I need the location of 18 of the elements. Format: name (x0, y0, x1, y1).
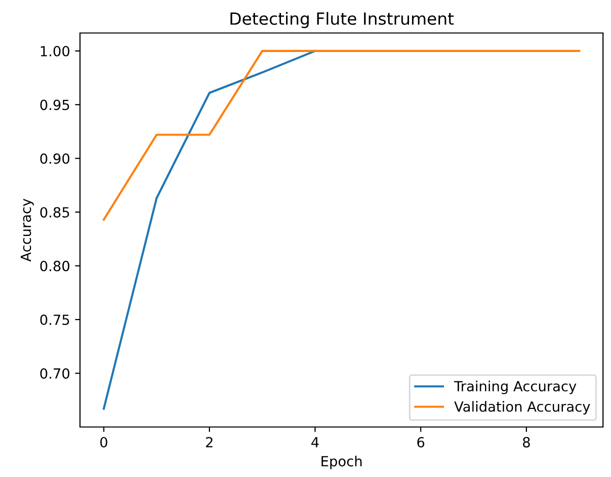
legend-label: Validation Accuracy (454, 401, 590, 414)
y-tick-label: 0.70 (40, 368, 70, 379)
x-tick-label: 0 (100, 436, 108, 448)
y-axis-title: Accuracy (20, 198, 34, 262)
y-tick-label: 0.95 (40, 100, 70, 110)
line-series (102, 50, 316, 410)
x-tick-label: 8 (522, 436, 530, 448)
y-tick-label: 0.90 (40, 153, 70, 164)
chart-title: Detecting Flute Instrument (230, 12, 454, 28)
y-tick-label: 1.00 (40, 46, 70, 56)
x-tick-label: 6 (417, 436, 424, 448)
y-tick-label: 0.75 (40, 314, 70, 326)
y-tick-label: 0.85 (40, 207, 70, 218)
y-tick-label: 0.80 (40, 260, 70, 272)
legend-label: Training Accuracy (454, 380, 576, 394)
x-axis-title: Epoch (322, 456, 362, 470)
x-tick-label: 2 (206, 436, 212, 448)
x-tick-label: 4 (311, 437, 319, 448)
